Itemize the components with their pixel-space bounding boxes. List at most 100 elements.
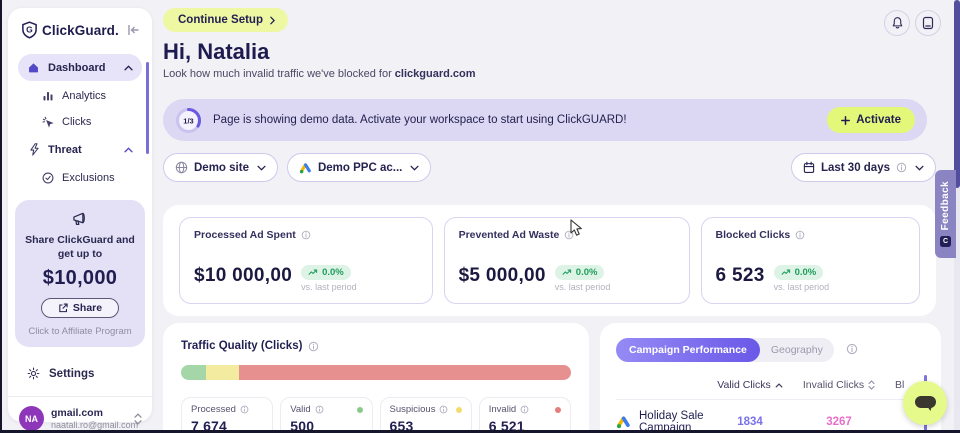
activate-label: Activate bbox=[856, 114, 901, 126]
column-blocked-clicks[interactable]: Bl bbox=[895, 379, 905, 391]
home-icon bbox=[27, 61, 40, 74]
google-ads-icon bbox=[616, 415, 631, 429]
tab-geography[interactable]: Geography bbox=[770, 344, 823, 356]
svg-text:G: G bbox=[26, 25, 33, 35]
table-row[interactable]: Holiday Sale Campaign 1834 3267 bbox=[616, 410, 925, 433]
sidebar-collapse-icon[interactable] bbox=[127, 24, 140, 36]
info-icon[interactable] bbox=[439, 405, 448, 414]
kpi-card-blocked-clicks: Blocked Clicks 6 523 0.0% vs. last perio… bbox=[700, 217, 920, 304]
trend-up-icon bbox=[562, 269, 572, 276]
calendar-icon bbox=[803, 161, 815, 174]
subtitle-domain: clickguard.com bbox=[394, 68, 476, 80]
traffic-quality-stats: Processed 7 674 +0.00% Valid 500 +0.00% … bbox=[181, 397, 571, 433]
docs-button[interactable] bbox=[915, 10, 941, 36]
promo-text-line2: get up to bbox=[57, 248, 103, 260]
nav-label: Clicks bbox=[62, 115, 92, 128]
settings-label: Settings bbox=[49, 367, 95, 380]
sidebar-item-threat[interactable]: Threat bbox=[20, 136, 142, 163]
kpi-title: Processed Ad Spent bbox=[194, 229, 296, 241]
analytics-icon bbox=[42, 90, 54, 102]
affiliate-promo-card[interactable]: Share ClickGuard and get up to $10,000 S… bbox=[15, 200, 145, 347]
page-scrollbar-thumb[interactable] bbox=[954, 0, 960, 188]
info-icon[interactable] bbox=[240, 405, 249, 414]
traffic-quality-bar bbox=[181, 365, 571, 380]
feedback-label: Feedback bbox=[940, 180, 951, 231]
ppc-account-label: Demo PPC ac... bbox=[317, 161, 403, 174]
setup-progress-ring: 1/3 bbox=[175, 107, 202, 134]
sidebar-item-dashboard[interactable]: Dashboard bbox=[18, 54, 142, 81]
sidebar-scrollbar[interactable] bbox=[145, 62, 149, 154]
user-menu[interactable]: NA gmail.com naatali.ro@gmail.com bbox=[8, 397, 152, 431]
external-link-icon bbox=[58, 303, 68, 313]
share-button[interactable]: Share bbox=[40, 298, 120, 318]
clickguard-logo[interactable]: G ClickGuard. bbox=[21, 21, 119, 39]
chat-launcher-button[interactable] bbox=[903, 381, 947, 425]
threat-icon bbox=[29, 143, 40, 156]
nav-label: Analytics bbox=[62, 89, 107, 102]
notifications-button[interactable] bbox=[884, 10, 910, 36]
affiliate-link[interactable]: Click to Affiliate Program bbox=[28, 326, 132, 337]
chevron-updown-icon bbox=[134, 412, 142, 425]
trend-value: 0.0% bbox=[322, 267, 344, 278]
user-meta: gmail.com naatali.ro@gmail.com bbox=[51, 407, 138, 430]
continue-setup-button[interactable]: Continue Setup bbox=[163, 8, 288, 32]
progress-label: 1/3 bbox=[183, 116, 193, 125]
kpi-card-prevented-ad-waste: Prevented Ad Waste $5 000,00 0.0% vs. la… bbox=[443, 217, 690, 304]
sidebar-item-clicks[interactable]: Clicks bbox=[36, 109, 142, 134]
date-range-label: Last 30 days bbox=[820, 161, 890, 174]
sidebar: G ClickGuard. Dashboard bbox=[8, 8, 152, 431]
chevron-right-icon bbox=[270, 16, 275, 25]
trend-badge: 0.0% bbox=[301, 265, 351, 280]
plus-icon bbox=[841, 115, 851, 125]
sidebar-item-settings[interactable]: Settings bbox=[27, 367, 152, 380]
chevron-up-icon bbox=[124, 64, 133, 71]
info-icon[interactable] bbox=[564, 230, 574, 240]
invalid-dot bbox=[555, 406, 561, 413]
info-icon[interactable] bbox=[308, 341, 319, 352]
sidebar-item-exclusions[interactable]: Exclusions bbox=[36, 165, 142, 190]
campaign-tabs: Campaign Performance Geography bbox=[616, 338, 925, 362]
bar-segment-valid bbox=[181, 365, 207, 380]
date-range-selector[interactable]: Last 30 days bbox=[790, 153, 936, 182]
book-icon bbox=[922, 16, 934, 30]
speech-bubble-icon bbox=[914, 394, 937, 412]
activate-button[interactable]: Activate bbox=[827, 107, 915, 133]
ppc-account-selector[interactable]: Demo PPC ac... bbox=[286, 153, 432, 182]
megaphone-icon bbox=[23, 211, 137, 227]
info-icon[interactable] bbox=[846, 343, 858, 355]
stat-label: Suspicious bbox=[389, 404, 436, 415]
campaign-performance-card: Campaign Performance Geography Valid Cli… bbox=[600, 323, 941, 433]
chevron-down-icon bbox=[410, 165, 419, 171]
valid-clicks-value: 1834 bbox=[737, 416, 763, 428]
sidebar-item-analytics[interactable]: Analytics bbox=[36, 83, 142, 108]
traffic-quality-card: Traffic Quality (Clicks) Processed 7 674… bbox=[163, 323, 589, 433]
filter-bar: Demo site Demo PPC ac... Last 30 days bbox=[163, 153, 936, 182]
chevron-down-icon bbox=[915, 165, 924, 171]
bar-segment-invalid bbox=[239, 365, 571, 380]
info-icon[interactable] bbox=[520, 405, 529, 414]
kpi-value: $10 000,00 bbox=[194, 265, 293, 286]
stat-label: Valid bbox=[290, 404, 311, 415]
info-icon[interactable] bbox=[301, 230, 311, 240]
trend-badge: 0.0% bbox=[773, 265, 824, 280]
promo-text-line1: Share ClickGuard and bbox=[25, 234, 135, 246]
trend-value: 0.0% bbox=[575, 267, 598, 278]
column-valid-clicks[interactable]: Valid Clicks bbox=[707, 379, 793, 391]
feedback-tab[interactable]: Feedback C bbox=[935, 170, 956, 258]
invalid-clicks-value: 3267 bbox=[826, 416, 852, 428]
page-scrollbar[interactable] bbox=[954, 0, 960, 433]
share-button-label: Share bbox=[72, 302, 103, 314]
shield-logo-icon: G bbox=[21, 21, 38, 39]
sort-asc-icon bbox=[775, 382, 783, 388]
column-invalid-clicks[interactable]: Invalid Clicks bbox=[793, 379, 885, 391]
tab-campaign-performance[interactable]: Campaign Performance bbox=[616, 338, 760, 362]
site-selector[interactable]: Demo site bbox=[163, 153, 278, 182]
info-icon[interactable] bbox=[795, 230, 805, 240]
subtitle-text: Look how much invalid traffic we've bloc… bbox=[163, 68, 395, 80]
info-icon[interactable] bbox=[315, 405, 324, 414]
google-ads-icon bbox=[299, 162, 312, 174]
demo-data-banner: 1/3 Page is showing demo data. Activate … bbox=[163, 99, 927, 141]
trend-value: 0.0% bbox=[794, 267, 817, 278]
banner-message: Page is showing demo data. Activate your… bbox=[213, 114, 627, 126]
